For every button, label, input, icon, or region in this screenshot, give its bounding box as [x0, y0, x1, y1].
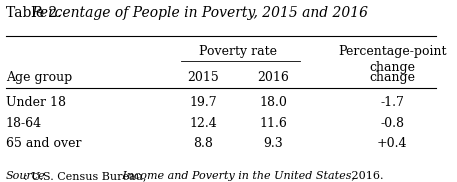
Text: 12.4: 12.4 — [189, 117, 217, 130]
Text: Source: Source — [6, 171, 46, 181]
Text: +0.4: +0.4 — [377, 137, 407, 150]
Text: 8.8: 8.8 — [193, 137, 213, 150]
Text: Table 2.: Table 2. — [6, 6, 66, 20]
Text: 2016.: 2016. — [348, 171, 383, 181]
Text: Under 18: Under 18 — [6, 96, 66, 109]
Text: 2016: 2016 — [258, 70, 289, 84]
Text: 18.0: 18.0 — [260, 96, 287, 109]
Text: change: change — [369, 70, 415, 84]
Text: Income and Poverty in the United States,: Income and Poverty in the United States, — [119, 171, 355, 181]
Text: -0.8: -0.8 — [380, 117, 404, 130]
Text: 18-64: 18-64 — [6, 117, 42, 130]
Text: : U.S. Census Bureau,: : U.S. Census Bureau, — [24, 171, 146, 181]
Text: 11.6: 11.6 — [260, 117, 287, 130]
Text: Age group: Age group — [6, 70, 72, 84]
Text: 19.7: 19.7 — [190, 96, 217, 109]
Text: 2015: 2015 — [187, 70, 219, 84]
Text: Percentage-point
change: Percentage-point change — [338, 45, 446, 74]
Text: 9.3: 9.3 — [264, 137, 283, 150]
Text: Poverty rate: Poverty rate — [199, 45, 277, 58]
Text: 65 and over: 65 and over — [6, 137, 81, 150]
Text: -1.7: -1.7 — [380, 96, 404, 109]
Text: Percentage of People in Poverty, 2015 and 2016: Percentage of People in Poverty, 2015 an… — [31, 6, 368, 20]
